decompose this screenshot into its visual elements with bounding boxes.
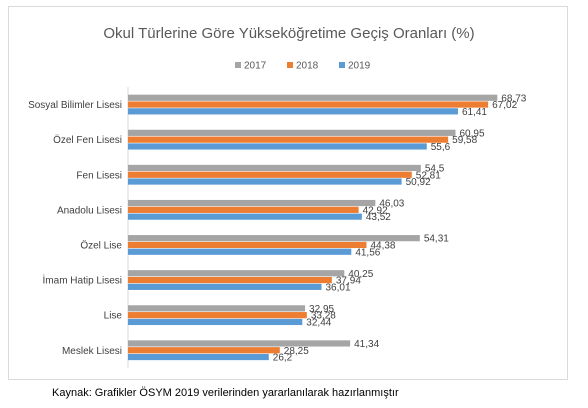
data-label-2017: 46,03 (379, 199, 404, 210)
bar-chart: Okul Türlerine Göre Yükseköğretime Geçiş… (28, 25, 527, 368)
bar-2018 (128, 276, 332, 284)
bar-2017 (128, 270, 345, 277)
bar-2017 (128, 164, 421, 172)
bar-2017 (128, 199, 376, 207)
data-label-2018: 28,25 (284, 346, 309, 357)
category-label: Meslek Lisesi (62, 346, 122, 357)
bar-2019 (128, 318, 303, 326)
category-label: Sosyal Bilimler Lisesi (28, 100, 122, 111)
data-label-2018: 44,38 (370, 240, 395, 251)
bar-2019 (128, 213, 362, 220)
data-label-2019: 61,41 (462, 107, 487, 118)
category-axis: Sosyal Bilimler Lisesi Özel Fen Lisesi Fen… (28, 87, 129, 368)
category-label: Fen Lisesi (76, 170, 122, 181)
data-label-2019: 36,01 (325, 282, 350, 293)
legend-label-2017: 2017 (244, 61, 267, 72)
data-label-2018: 42,92 (363, 205, 388, 216)
legend-swatch-2017 (235, 62, 241, 68)
bar-2018 (128, 312, 307, 319)
data-label-2017: 41,34 (354, 339, 379, 350)
data-label-2018: 33,28 (311, 311, 336, 322)
legend-swatch-2019 (339, 62, 345, 68)
legend-label-2019: 2019 (348, 61, 371, 72)
bar-2018 (128, 206, 359, 213)
category-label: Özel Fen Lisesi (53, 134, 122, 146)
bar-2017 (128, 94, 498, 101)
bar-2018 (128, 241, 367, 249)
data-label-2018: 37,94 (336, 276, 361, 287)
bar-2018 (128, 136, 449, 143)
data-label-2019: 43,52 (366, 212, 391, 223)
chart-frame: Okul Türlerine Göre Yükseköğretime Geçiş… (8, 6, 568, 380)
data-label-2019: 32,44 (306, 317, 331, 328)
source-caption: Kaynak: Grafikler ÖSYM 2019 verilerinden… (52, 387, 399, 399)
bar-2018 (128, 101, 489, 108)
bar-2017 (128, 235, 420, 242)
bar-2019 (128, 178, 402, 185)
category-label: Lise (104, 311, 123, 322)
bar-2018 (128, 171, 412, 178)
bar-2019 (128, 248, 352, 255)
bar-2019 (128, 283, 322, 290)
data-label-2019: 50,92 (406, 177, 431, 188)
bar-2018 (128, 347, 280, 354)
bar-2017 (128, 305, 306, 312)
legend: 2017 2018 2019 (235, 61, 371, 72)
legend-swatch-2018 (287, 62, 293, 68)
bars (128, 94, 498, 361)
data-label-2017: 68,73 (501, 93, 526, 104)
bar-2017 (128, 340, 351, 347)
data-label-2017: 32,95 (309, 304, 334, 315)
bar-2017 (128, 129, 456, 136)
category-label: Özel Lise (80, 239, 122, 251)
data-label-2017: 54,31 (424, 234, 449, 245)
data-label-2018: 59,58 (452, 135, 477, 146)
legend-label-2018: 2018 (296, 61, 319, 72)
category-label: İmam Hatip Lisesi (43, 274, 122, 287)
data-label-2019: 26,2 (273, 353, 293, 364)
data-label-2018: 67,02 (492, 100, 517, 111)
bar-2019 (128, 108, 458, 115)
category-label: Anadolu Lisesi (57, 205, 122, 216)
chart-title: Okul Türlerine Göre Yükseköğretime Geçiş… (103, 25, 474, 42)
data-label-2017: 60,95 (460, 128, 485, 139)
bar-2019 (128, 353, 269, 361)
data-label-2017: 54,5 (425, 163, 445, 174)
data-label-2019: 41,56 (355, 247, 380, 258)
data-label-2019: 55,6 (431, 142, 451, 153)
bar-2019 (128, 143, 427, 150)
data-label-2018: 52,81 (416, 170, 441, 181)
data-label-2017: 40,25 (348, 269, 373, 280)
